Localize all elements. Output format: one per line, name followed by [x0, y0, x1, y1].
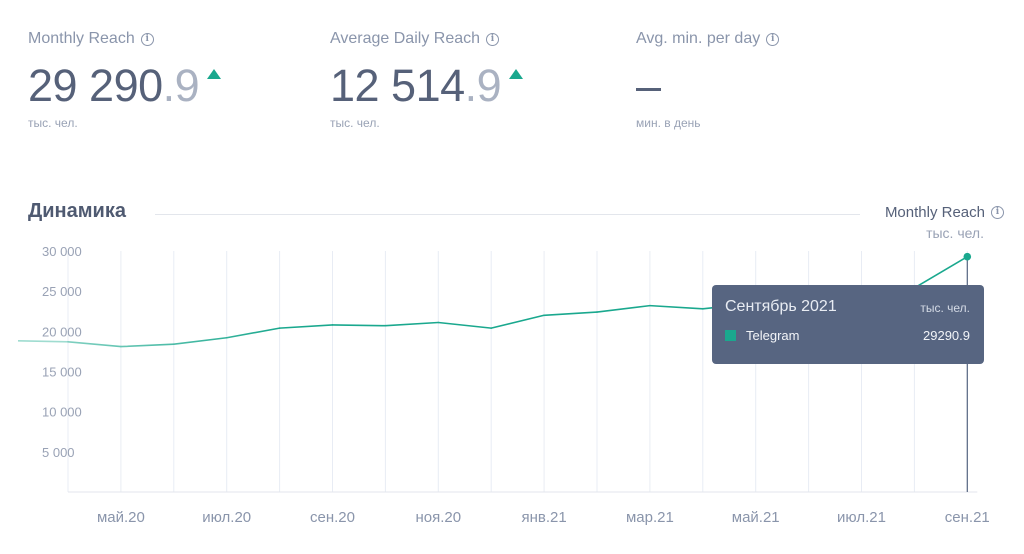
metric-avg-min-per-day: Avg. min. per day i – мин. в день — [636, 30, 780, 130]
trend-up-icon — [207, 69, 222, 79]
series-segment — [913, 255, 969, 289]
chart-tooltip: Сентябрь 2021 тыс. чел. Telegram 29290.9 — [712, 285, 984, 364]
trend-up-icon — [509, 69, 524, 79]
chart-unit: тыс. чел. — [926, 225, 984, 241]
series-segment — [437, 321, 493, 329]
series-segment — [331, 324, 387, 327]
x-tick-label: май.21 — [732, 509, 780, 526]
y-tick-label: 10 000 — [42, 405, 82, 420]
y-tick-label: 30 000 — [42, 244, 82, 259]
tooltip-series-value: 29290.9 — [923, 328, 970, 343]
metric-unit: мин. в день — [636, 116, 701, 130]
line-chart[interactable]: 30 000 25 000 20 000 15 000 10 000 5 000 май.2… — [0, 235, 1024, 554]
metric-label: Average Daily Reach i — [330, 30, 523, 48]
x-tick-label: янв.21 — [521, 509, 566, 526]
y-tick-label: 15 000 — [42, 365, 82, 380]
series-segment — [67, 340, 122, 348]
chart-metric-selector[interactable]: Monthly Reach i — [885, 204, 1004, 221]
info-icon[interactable]: i — [140, 32, 154, 46]
y-tick-label: 20 000 — [42, 324, 82, 339]
x-tick-label: сен.20 — [310, 509, 355, 526]
series-segment — [173, 336, 228, 345]
series-segment — [490, 314, 545, 329]
metric-average-daily-reach: Average Daily Reach i 12 514.9 тыс. чел. — [330, 30, 524, 130]
tooltip-series-name: Telegram — [746, 328, 800, 343]
series-segment — [543, 311, 598, 317]
x-tick-label: мар.21 — [626, 509, 674, 526]
metric-unit: тыс. чел. — [28, 116, 78, 130]
y-tick-label: 5 000 — [42, 445, 75, 460]
metric-monthly-reach: Monthly Reach i 29 290.9 тыс. чел. — [28, 30, 222, 130]
info-icon[interactable]: i — [991, 206, 1004, 219]
tooltip-unit: тыс. чел. — [920, 301, 970, 315]
section-divider — [155, 214, 860, 215]
metric-label: Avg. min. per day i — [636, 30, 780, 48]
info-icon[interactable]: i — [486, 32, 500, 46]
section-title: Динамика — [28, 200, 126, 222]
series-segment — [225, 327, 281, 339]
x-tick-label: ноя.20 — [415, 509, 461, 526]
metric-unit: тыс. чел. — [330, 116, 380, 130]
series-segment — [649, 304, 704, 310]
tooltip-title: Сентябрь 2021 — [725, 298, 837, 315]
series-segment — [120, 343, 175, 348]
series-segment — [384, 321, 440, 327]
metric-value: 12 514.9 — [330, 60, 524, 112]
series-line-fade — [17, 339, 69, 343]
series-segment — [596, 304, 651, 313]
x-tick-label: май.20 — [97, 509, 145, 526]
x-tick-label: июл.20 — [202, 509, 251, 526]
x-tick-label: июл.21 — [837, 509, 886, 526]
series-segment — [278, 324, 334, 329]
highlighted-data-point — [963, 252, 972, 261]
y-tick-label: 25 000 — [42, 284, 82, 299]
metric-label: Monthly Reach i — [28, 30, 221, 48]
series-color-swatch — [725, 330, 736, 341]
x-tick-label: сен.21 — [945, 509, 990, 526]
info-icon[interactable]: i — [766, 32, 780, 46]
metric-value: 29 290.9 — [28, 60, 222, 112]
metric-value: – — [636, 60, 662, 111]
